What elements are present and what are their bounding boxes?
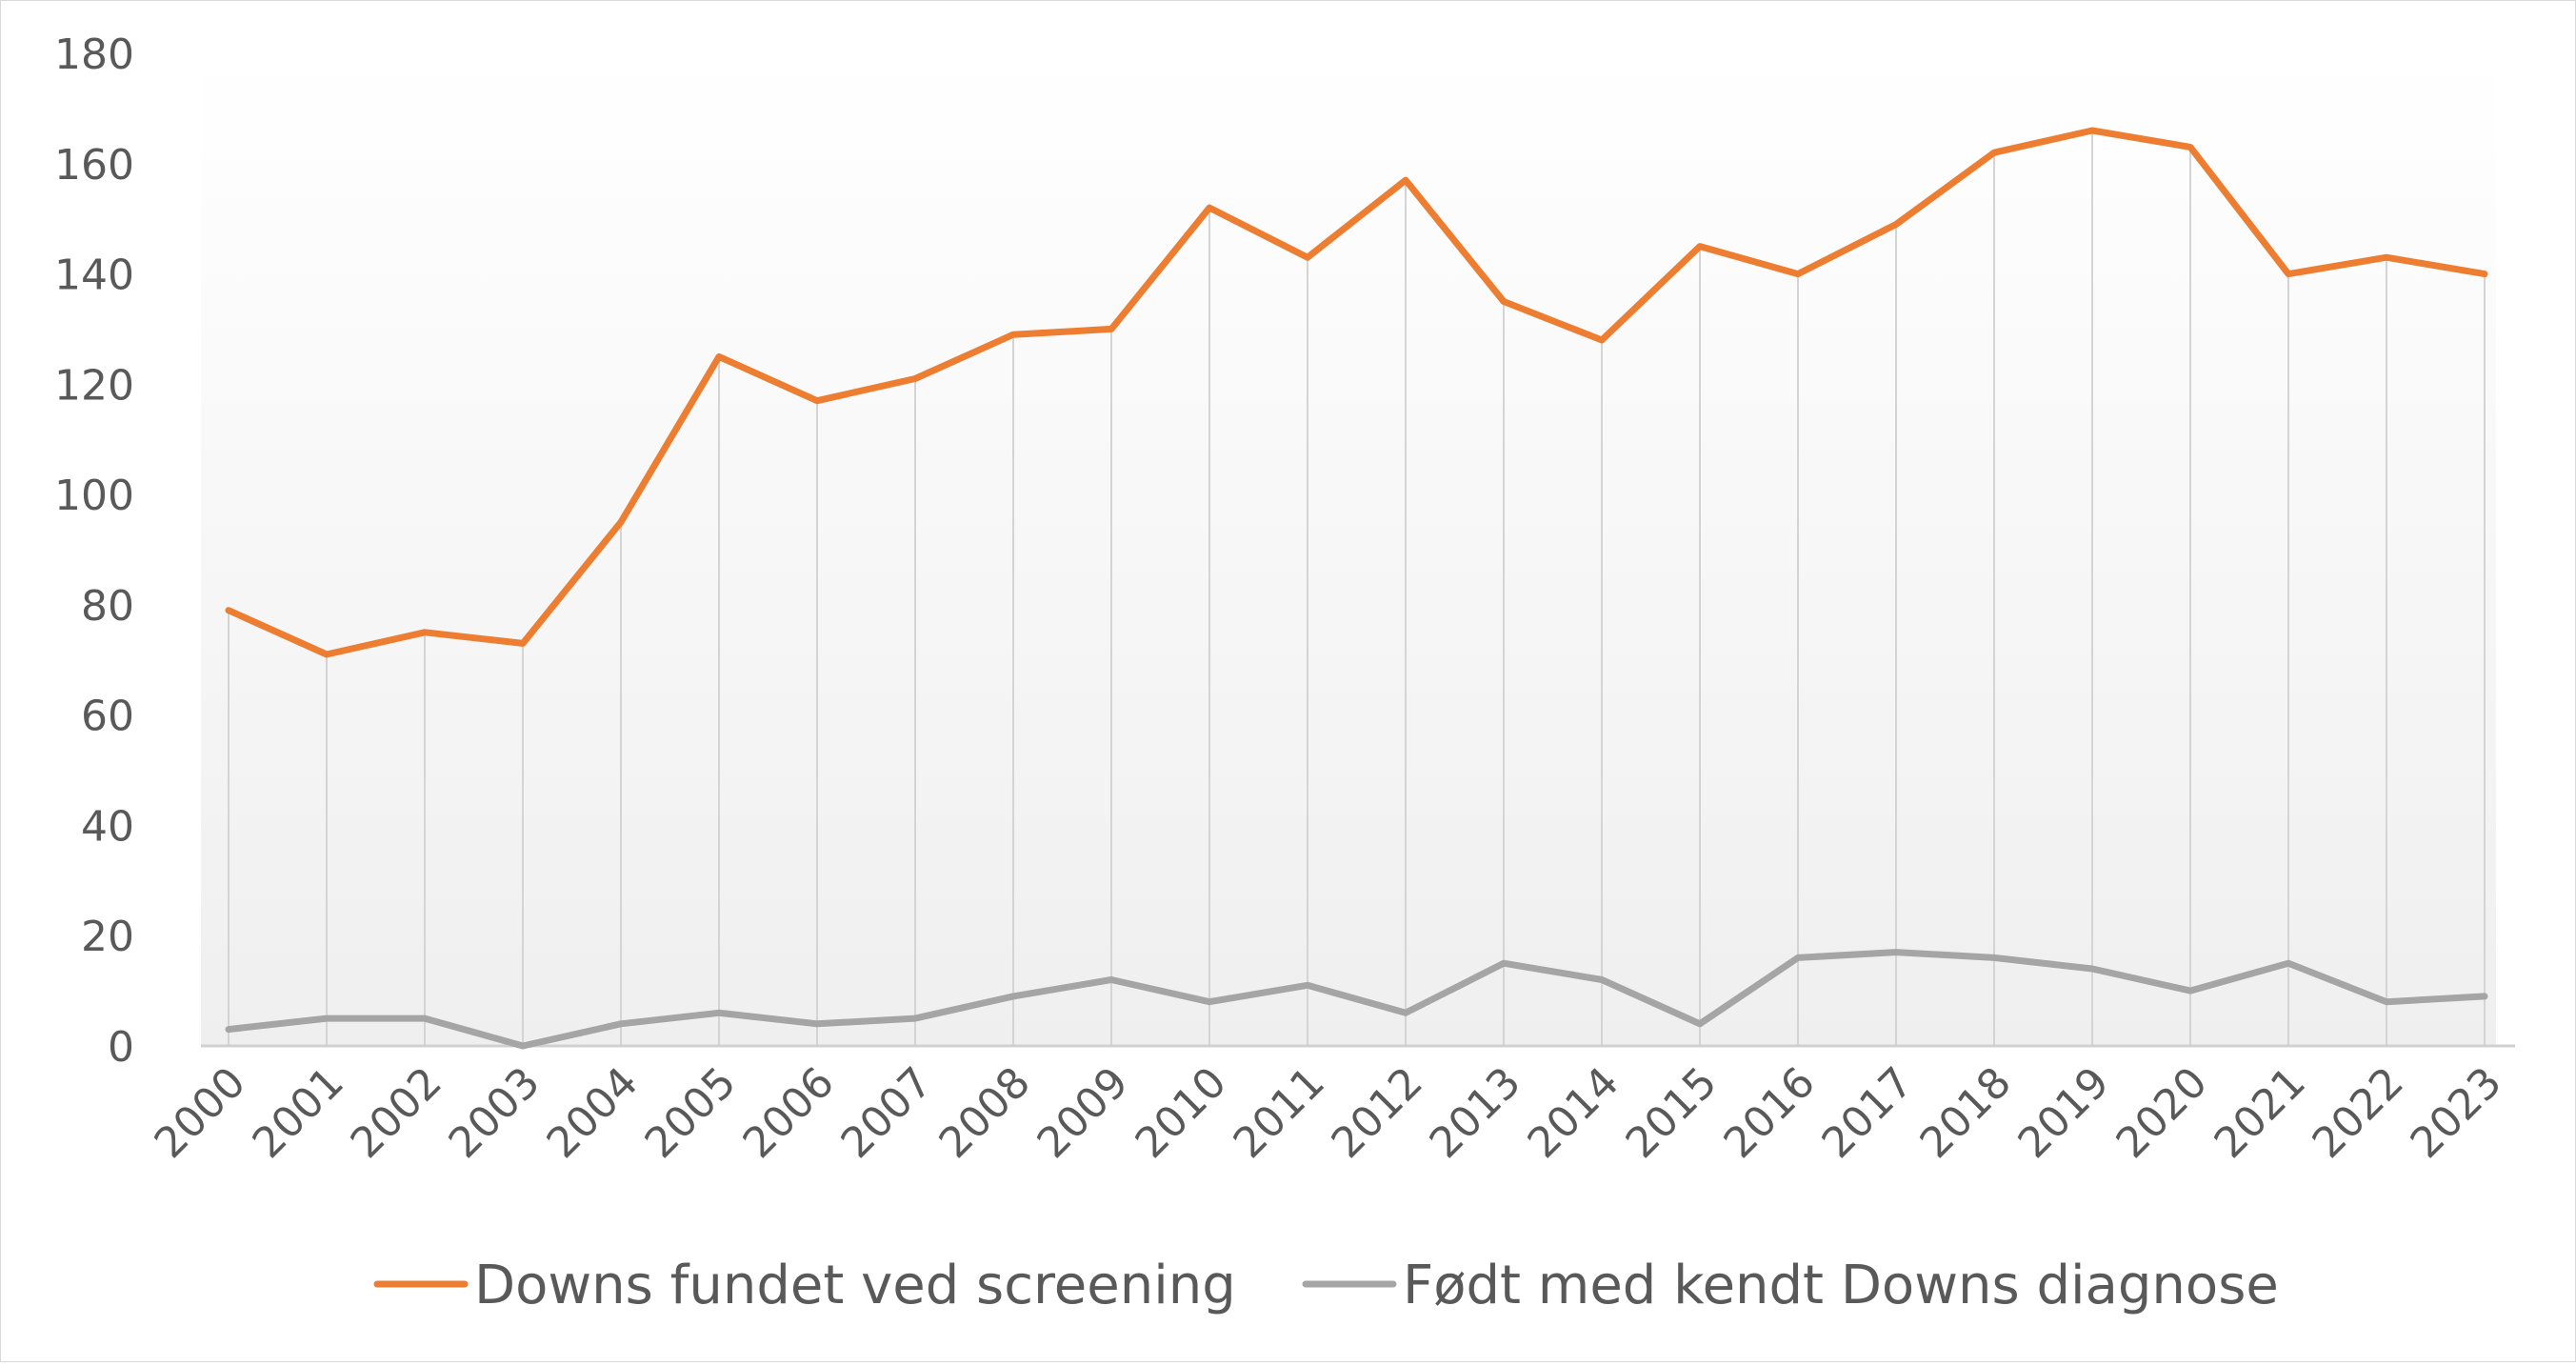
data-point	[717, 1011, 721, 1014]
y-tick-label: 100	[54, 472, 134, 520]
x-tick-label: 2023	[2402, 1058, 2511, 1168]
data-point	[1306, 255, 1309, 259]
x-tick-label: 2005	[636, 1058, 746, 1168]
data-point	[1502, 300, 1506, 303]
x-tick-label: 2021	[2206, 1058, 2315, 1168]
data-point	[1894, 951, 1898, 954]
y-tick-label: 180	[54, 30, 134, 79]
x-tick-label: 2016	[1715, 1058, 1825, 1168]
data-point	[1306, 983, 1309, 987]
data-point	[2286, 961, 2290, 965]
x-tick-label: 2020	[2107, 1058, 2217, 1168]
data-point	[2286, 272, 2290, 276]
data-point	[1208, 206, 1211, 210]
data-point	[1109, 327, 1113, 331]
series-line-2	[225, 949, 2488, 1050]
x-tick-label: 2010	[1127, 1058, 1236, 1168]
y-tick-label: 120	[54, 361, 134, 410]
x-tick-label: 2018	[1911, 1058, 2021, 1168]
data-point	[423, 631, 427, 634]
legend: Downs fundet ved screening Født med kendt…	[373, 1255, 2279, 1316]
x-tick-label: 2019	[2009, 1058, 2119, 1168]
data-point	[815, 399, 819, 403]
data-point	[1796, 955, 1800, 959]
y-tick-label: 40	[81, 802, 134, 851]
data-point	[227, 609, 230, 613]
data-point	[815, 1022, 819, 1026]
legend-label: Født med kendt Downs diagnose	[1403, 1255, 2279, 1316]
y-tick-label: 60	[81, 693, 134, 741]
x-tick-label: 2014	[1519, 1058, 1628, 1168]
x-tick-label: 2009	[1028, 1058, 1138, 1168]
y-tick-label: 0	[108, 1023, 134, 1072]
data-point	[1011, 994, 1015, 998]
y-axis-ticks: 0 20 40 60 80 100 120 140 160 180	[54, 30, 134, 1072]
data-point	[227, 1028, 230, 1032]
x-tick-label: 2003	[440, 1058, 549, 1168]
data-point	[619, 1022, 623, 1026]
data-point	[1894, 222, 1898, 226]
data-point	[2188, 145, 2192, 149]
data-point	[1404, 1011, 1408, 1014]
data-point	[325, 653, 329, 656]
x-tick-label: 2015	[1617, 1058, 1727, 1168]
x-axis-ticks: 2000200120022003200420052006200720082009…	[146, 1058, 2511, 1168]
data-point	[619, 520, 623, 524]
data-point	[717, 354, 721, 358]
data-point	[1796, 272, 1800, 276]
x-tick-label: 2007	[832, 1058, 942, 1168]
drop-lines	[228, 131, 2486, 1046]
x-tick-label: 2008	[930, 1058, 1040, 1168]
series-line-1	[225, 127, 2488, 658]
data-point	[521, 1044, 525, 1048]
x-tick-label: 2013	[1421, 1058, 1530, 1168]
y-tick-label: 20	[81, 913, 134, 961]
data-point	[1992, 955, 1996, 959]
legend-label: Downs fundet ved screening	[474, 1255, 1236, 1316]
x-tick-label: 2017	[1813, 1058, 1923, 1168]
data-point	[1404, 178, 1408, 182]
data-point	[1600, 978, 1604, 982]
data-point	[2090, 129, 2094, 132]
data-point	[521, 641, 525, 645]
data-point	[325, 1016, 329, 1020]
data-point	[1109, 978, 1113, 982]
data-point	[913, 377, 917, 381]
data-point	[913, 1016, 917, 1020]
data-point	[423, 1016, 427, 1020]
data-point	[2385, 1000, 2388, 1004]
x-tick-label: 2012	[1323, 1058, 1432, 1168]
y-tick-label: 80	[81, 582, 134, 631]
data-point	[2483, 994, 2486, 998]
plot-area	[201, 53, 2496, 1046]
x-tick-label: 2002	[342, 1058, 451, 1168]
y-tick-label: 140	[54, 251, 134, 300]
data-point	[1502, 961, 1506, 965]
data-point	[1600, 338, 1604, 342]
x-tick-label: 2011	[1225, 1058, 1334, 1168]
data-point	[1208, 1000, 1211, 1004]
x-tick-label: 2000	[146, 1058, 255, 1168]
x-tick-label: 2001	[244, 1058, 353, 1168]
y-tick-label: 160	[54, 141, 134, 190]
data-point	[1011, 332, 1015, 336]
data-point	[2090, 967, 2094, 971]
data-point	[1698, 245, 1702, 249]
data-point	[1698, 1022, 1702, 1026]
data-point	[2385, 255, 2388, 259]
series-lines	[225, 127, 2488, 1050]
data-point	[1992, 151, 1996, 154]
data-point	[2188, 989, 2192, 993]
x-tick-label: 2022	[2304, 1058, 2413, 1168]
data-point	[2483, 272, 2486, 276]
x-tick-label: 2004	[538, 1058, 648, 1168]
x-tick-label: 2006	[734, 1058, 844, 1168]
